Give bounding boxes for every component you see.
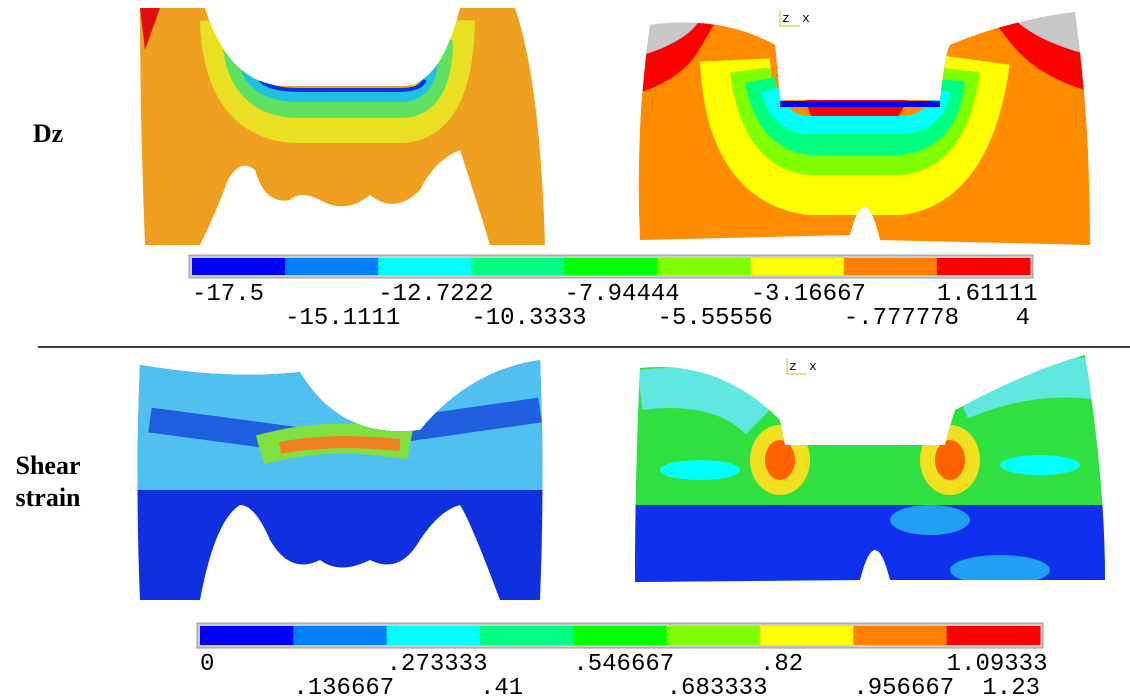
colorbar-label: .546667: [573, 651, 674, 678]
colorbar-label: .82: [760, 651, 803, 678]
triad-label: x: [802, 11, 810, 26]
colorbar-label: .683333: [667, 675, 768, 697]
colorbar-label: -10.3333: [471, 305, 586, 332]
row-label: Shear: [16, 451, 81, 480]
colorbar-label: 1.09333: [947, 651, 1048, 678]
colorbar-label: -15.1111: [285, 305, 400, 332]
triad-label: x: [809, 359, 817, 374]
colorbar-label: -12.7222: [378, 281, 493, 308]
colorbar-segment: [293, 626, 388, 645]
colorbar-label: 1.61111: [937, 281, 1038, 308]
colorbar-label: 0: [200, 651, 214, 678]
colorbar-segment: [573, 626, 668, 645]
row-label: Dz: [33, 119, 63, 148]
colorbar-segment: [853, 626, 948, 645]
colorbar-segment: [760, 626, 854, 645]
colorbar-segment: [471, 258, 565, 275]
dz-contour-plot: [638, 12, 1090, 245]
colorbar-label: .136667: [293, 675, 394, 697]
colorbar-label: 1.23: [982, 675, 1040, 697]
colorbar-label: 4: [1016, 305, 1030, 332]
colorbar-segment: [285, 258, 379, 275]
colorbar-label: -7.94444: [564, 281, 679, 308]
colorbar-segment: [946, 626, 1041, 645]
triad: [786, 358, 807, 375]
colorbar-segment: [750, 258, 845, 275]
colorbar-segment: [666, 626, 761, 645]
colorbar-segment: [200, 626, 294, 645]
colorbar-label: -17.5: [192, 281, 264, 308]
triad-label: z: [782, 11, 790, 26]
triad-label: z: [789, 359, 797, 374]
colorbar-label: -3.16667: [751, 281, 866, 308]
dz-mesh-plot: [140, 8, 545, 245]
shear-contour-plot: [635, 355, 1105, 582]
colorbar-label: .956667: [853, 675, 954, 697]
colorbar-segment: [843, 258, 938, 275]
colorbar-segment: [386, 626, 481, 645]
colorbar-segment: [657, 258, 752, 275]
colorbar-segment: [936, 258, 1031, 275]
triad: [779, 10, 800, 27]
colorbar-label: -.777778: [844, 305, 959, 332]
colorbar-segment: [564, 258, 659, 275]
colorbar-segment: [480, 626, 574, 645]
row-label: strain: [16, 483, 82, 512]
shear-mesh-plot: [137, 360, 543, 600]
colorbar-segment: [378, 258, 472, 275]
colorbar-label: .273333: [387, 651, 488, 678]
colorbar-label: .41: [480, 675, 523, 697]
colorbar-segment: [192, 258, 286, 275]
colorbar-label: -5.55556: [658, 305, 773, 332]
